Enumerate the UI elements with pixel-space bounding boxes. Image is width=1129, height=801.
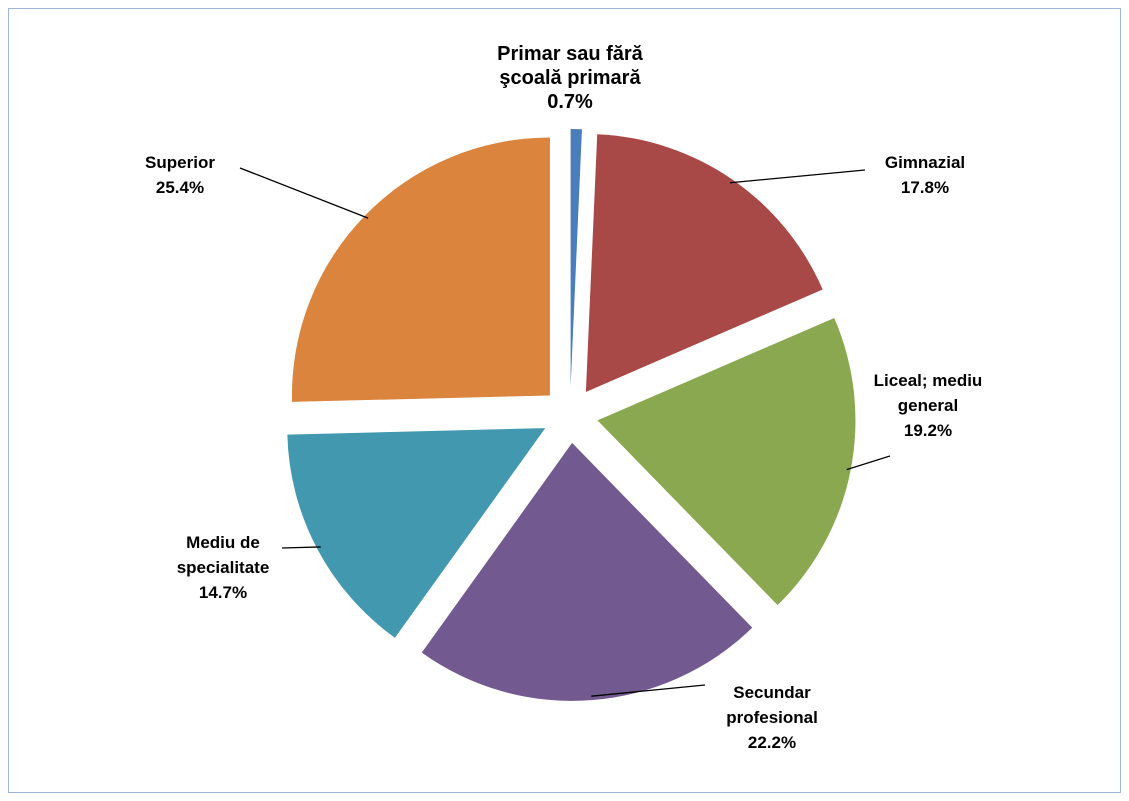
data-label: Liceal; mediu general 19.2%: [856, 368, 1001, 443]
value-label: 19.2%: [903, 421, 953, 440]
category-label: Gimnazial: [884, 153, 966, 172]
data-label: Superior 25.4%: [120, 150, 240, 200]
leader-line: [281, 546, 321, 549]
category-label: Primar sau fără şcoală primară: [497, 43, 643, 89]
data-label: Mediu de specialitate 14.7%: [158, 530, 288, 605]
leader-line: [729, 169, 866, 184]
category-label: Mediu de specialitate: [176, 533, 270, 577]
value-label: 14.7%: [198, 583, 248, 602]
pie-slice: [291, 137, 550, 402]
value-label: 0.7%: [547, 91, 593, 113]
leader-line: [846, 455, 891, 471]
pie-slice: [287, 428, 546, 638]
data-label: Gimnazial 17.8%: [865, 150, 985, 200]
category-label: Superior: [145, 153, 215, 172]
pie-slice: [570, 129, 582, 388]
value-label: 22.2%: [747, 733, 797, 752]
category-label: Liceal; mediu general: [873, 371, 983, 415]
data-label: Primar sau fără şcoală primară 0.7%: [480, 42, 660, 114]
value-label: 17.8%: [900, 178, 950, 197]
pie-slice: [421, 442, 753, 701]
category-label: Secundar profesional: [726, 683, 818, 727]
leader-line: [591, 684, 706, 697]
data-label: Secundar profesional 22.2%: [707, 680, 837, 755]
pie-slice: [585, 134, 823, 392]
leader-line: [239, 167, 369, 219]
pie-slice: [597, 317, 856, 606]
value-label: 25.4%: [155, 178, 205, 197]
